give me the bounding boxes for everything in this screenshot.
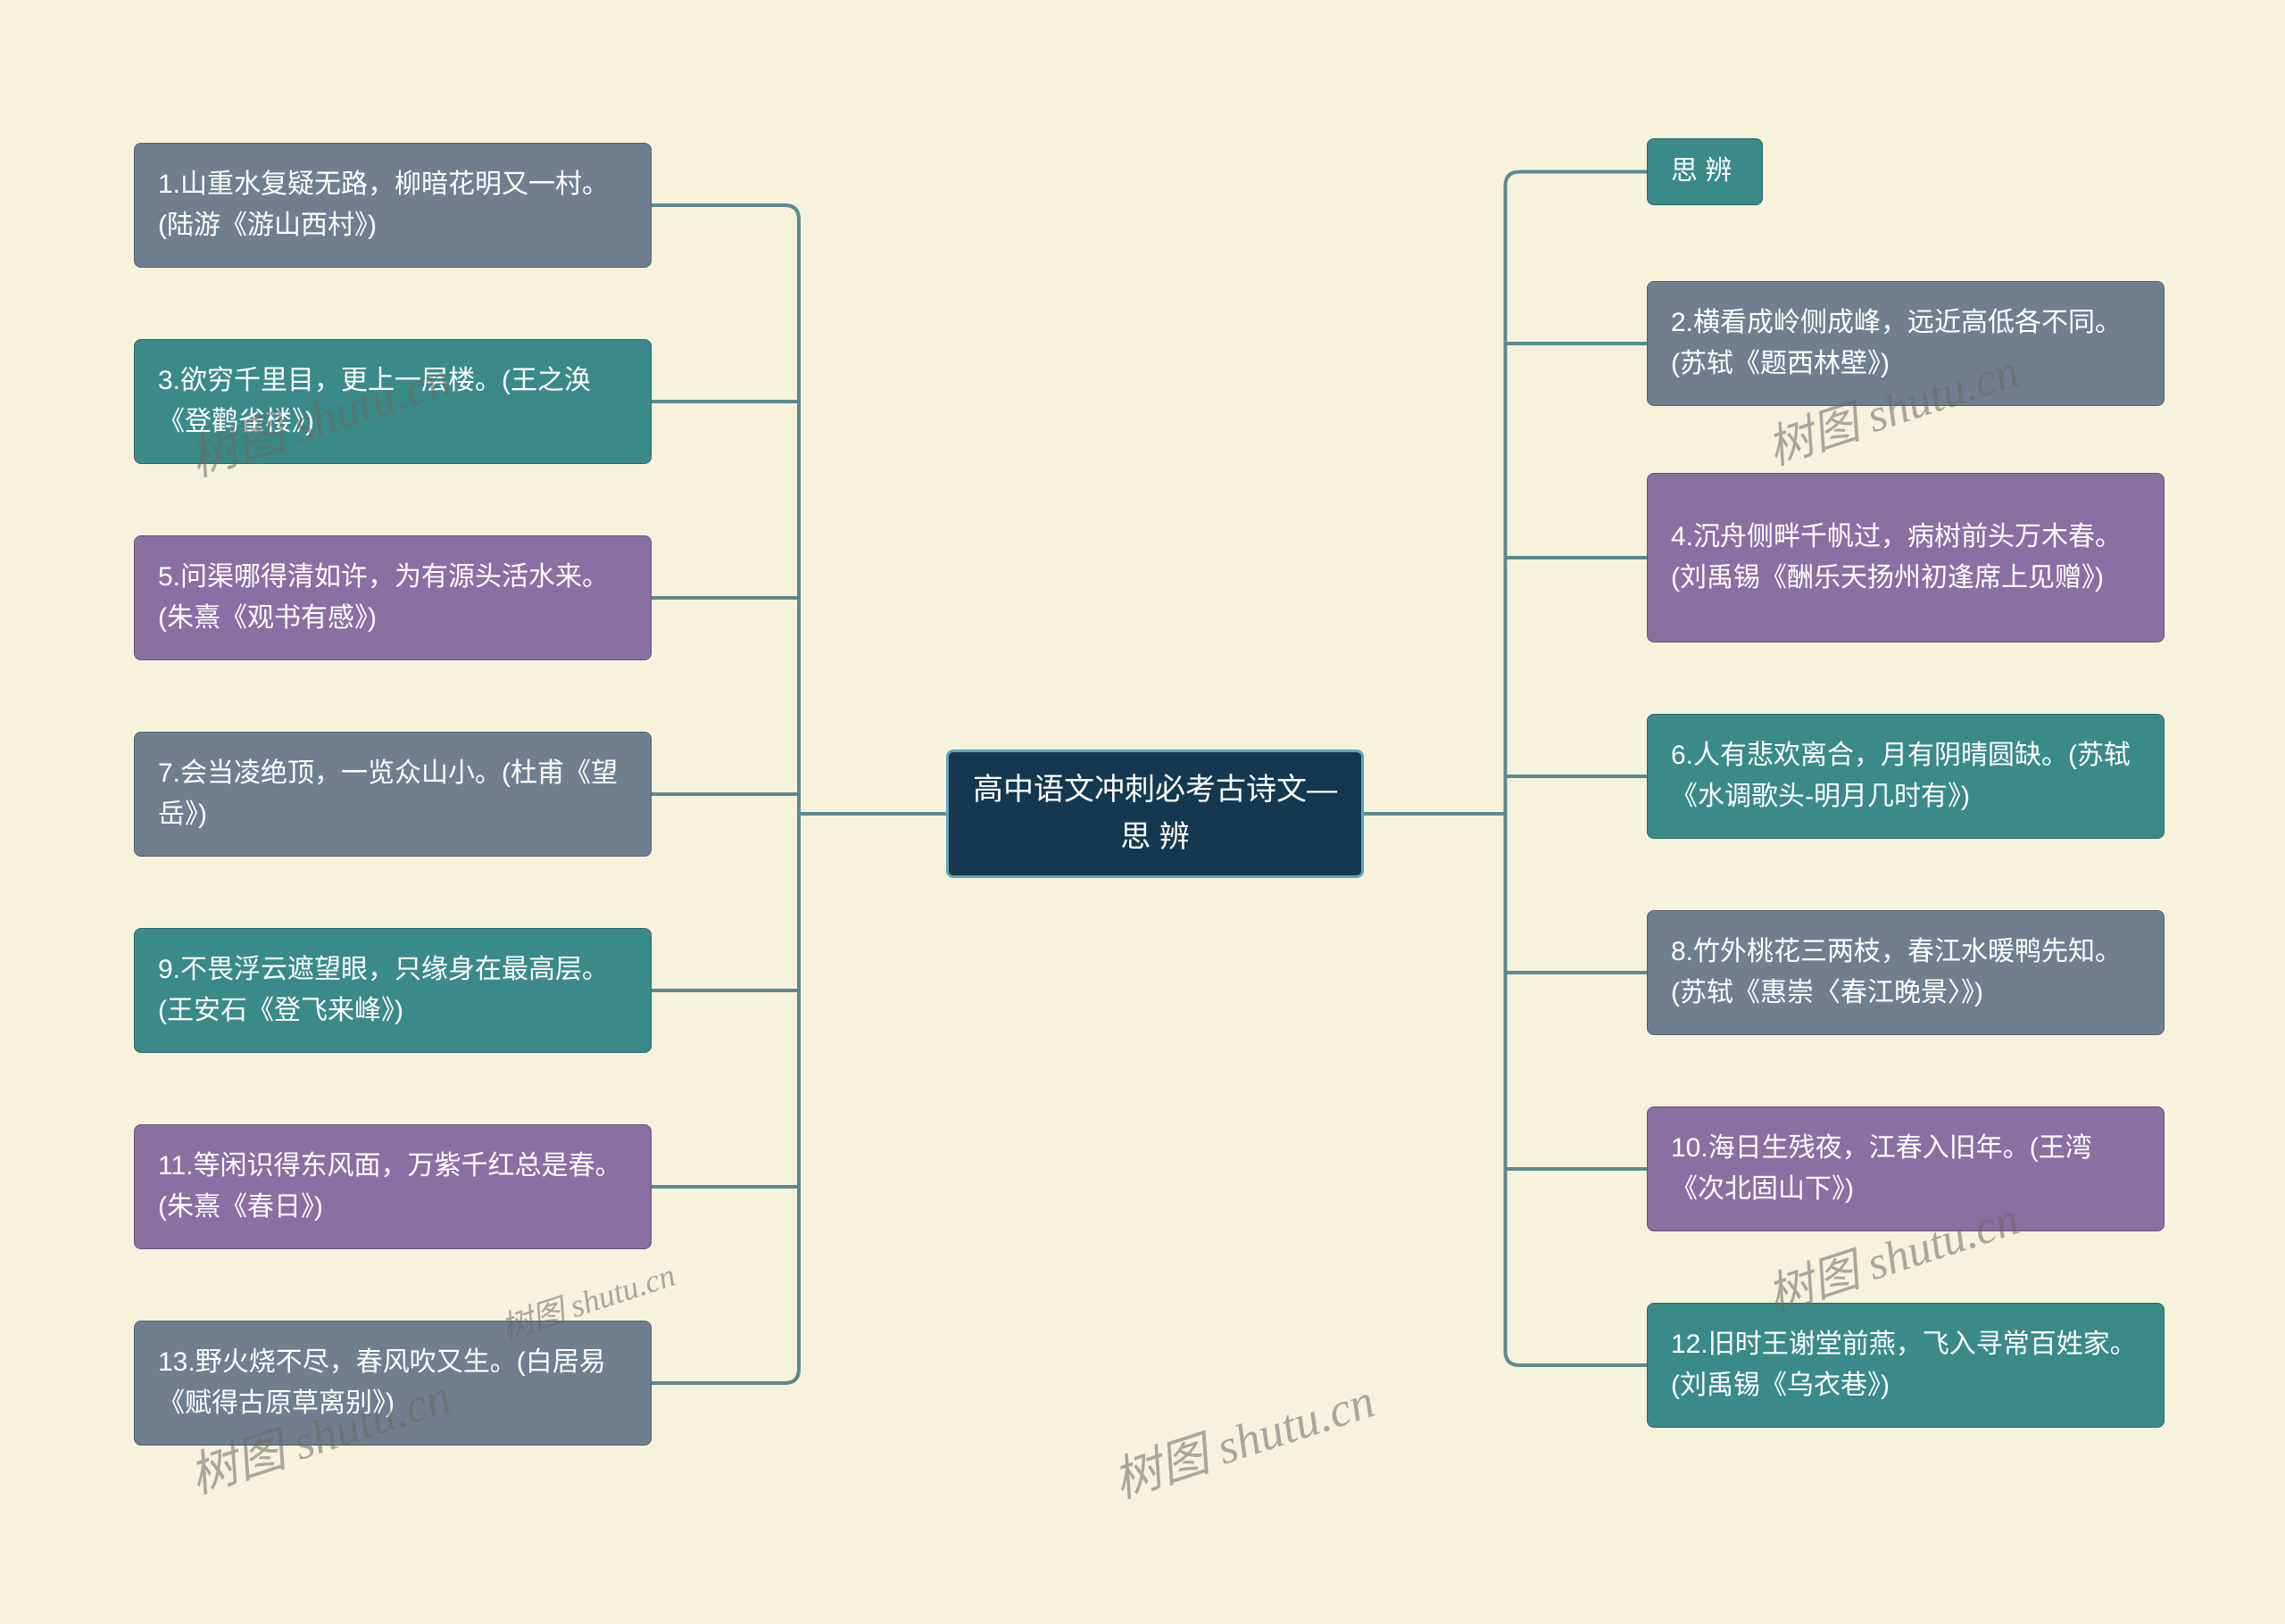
right-node-8: 8.竹外桃花三两枝，春江水暖鸭先知。(苏轼《惠崇〈春江晚景〉》) bbox=[1647, 910, 2165, 1035]
left-node-5-text: 5.问渠哪得清如许，为有源头活水来。(朱熹《观书有感》) bbox=[158, 557, 627, 640]
right-node-6-text: 6.人有悲欢离合，月有阴晴圆缺。(苏轼《水调歌头-明月几时有》) bbox=[1671, 735, 2140, 818]
left-node-9: 9.不畏浮云遮望眼，只缘身在最高层。(王安石《登飞来峰》) bbox=[134, 928, 652, 1053]
left-node-5: 5.问渠哪得清如许，为有源头活水来。(朱熹《观书有感》) bbox=[134, 535, 652, 660]
left-node-1: 1.山重水复疑无路，柳暗花明又一村。(陆游《游山西村》) bbox=[134, 143, 652, 268]
left-node-7: 7.会当凌绝顶，一览众山小。(杜甫《望岳》) bbox=[134, 732, 652, 857]
left-node-7-text: 7.会当凌绝顶，一览众山小。(杜甫《望岳》) bbox=[158, 753, 627, 836]
watermark-text: 树图 shutu.cn bbox=[1103, 1361, 1383, 1512]
right-node-12-text: 12.旧时王谢堂前燕，飞入寻常百姓家。(刘禹锡《乌衣巷》) bbox=[1671, 1324, 2140, 1407]
center-topic: 高中语文冲刺必考古诗文—思 辨 bbox=[946, 750, 1364, 878]
center-topic-text: 高中语文冲刺必考古诗文—思 辨 bbox=[972, 766, 1338, 860]
left-node-1-text: 1.山重水复疑无路，柳暗花明又一村。(陆游《游山西村》) bbox=[158, 164, 627, 247]
left-node-11-text: 11.等闲识得东风面，万紫千红总是春。(朱熹《春日》) bbox=[158, 1146, 627, 1229]
right-node-6: 6.人有悲欢离合，月有阴晴圆缺。(苏轼《水调歌头-明月几时有》) bbox=[1647, 714, 2165, 839]
left-node-9-text: 9.不畏浮云遮望眼，只缘身在最高层。(王安石《登飞来峰》) bbox=[158, 949, 627, 1032]
right-node-sibian-text: 思 辨 bbox=[1671, 151, 1732, 193]
right-node-10-text: 10.海日生残夜，江春入旧年。(王湾《次北固山下》) bbox=[1671, 1128, 2140, 1211]
right-node-4: 4.沉舟侧畔千帆过，病树前头万木春。(刘禹锡《酬乐天扬州初逢席上见赠》) bbox=[1647, 473, 2165, 642]
right-node-12: 12.旧时王谢堂前燕，飞入寻常百姓家。(刘禹锡《乌衣巷》) bbox=[1647, 1303, 2165, 1428]
right-node-sibian: 思 辨 bbox=[1647, 138, 1763, 205]
right-node-8-text: 8.竹外桃花三两枝，春江水暖鸭先知。(苏轼《惠崇〈春江晚景〉》) bbox=[1671, 932, 2140, 1015]
left-node-11: 11.等闲识得东风面，万紫千红总是春。(朱熹《春日》) bbox=[134, 1124, 652, 1249]
mindmap-canvas: 高中语文冲刺必考古诗文—思 辨 1.山重水复疑无路，柳暗花明又一村。(陆游《游山… bbox=[0, 0, 2285, 1624]
right-node-4-text: 4.沉舟侧畔千帆过，病树前头万木春。(刘禹锡《酬乐天扬州初逢席上见赠》) bbox=[1671, 517, 2140, 600]
